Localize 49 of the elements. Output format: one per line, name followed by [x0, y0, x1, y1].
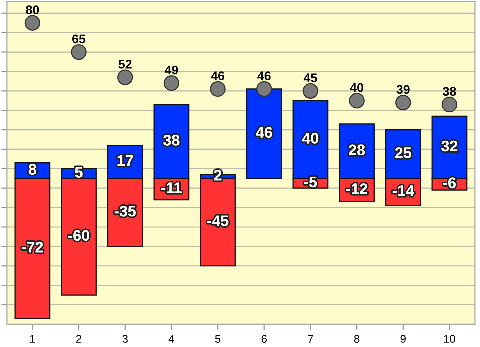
point	[442, 96, 458, 113]
data-label: -11	[162, 182, 182, 194]
point	[396, 94, 412, 111]
x-tick-label: 1	[30, 335, 36, 343]
data-label: -14	[392, 186, 414, 196]
data-label: 25	[395, 148, 412, 158]
point	[210, 81, 226, 98]
x-tick-label: 10	[444, 335, 456, 344]
data-label: 46	[211, 72, 225, 81]
point	[118, 70, 134, 86]
data-label: 45	[304, 74, 318, 82]
data-label: 46	[258, 72, 271, 81]
point	[302, 83, 319, 99]
x-tick-label: 7	[308, 335, 314, 343]
x-tick-label: 8	[354, 335, 360, 344]
data-label: 46	[256, 127, 272, 138]
data-label: 65	[72, 34, 86, 44]
data-label: 32	[442, 140, 458, 152]
data-label: -6	[444, 178, 456, 189]
data-label: 39	[396, 85, 410, 94]
data-label: 52	[118, 60, 132, 69]
x-tick-label: 9	[400, 335, 406, 344]
point	[256, 81, 272, 98]
data-label: 28	[349, 144, 366, 156]
data-label: 38	[164, 134, 180, 146]
x-tick-label: 6	[262, 335, 267, 344]
data-label: -35	[114, 206, 136, 217]
data-label: 80	[26, 6, 40, 14]
x-tick-label: 3	[122, 335, 128, 344]
data-label: -5	[304, 176, 318, 188]
data-label: -72	[22, 242, 44, 253]
x-tick-label: 5	[215, 335, 221, 344]
data-label: -45	[208, 216, 229, 226]
data-label: 40	[350, 83, 364, 92]
data-label: 5	[75, 167, 83, 178]
point	[24, 15, 41, 31]
data-label: -60	[68, 230, 90, 242]
x-tick-label: 4	[168, 335, 174, 343]
bar	[246, 88, 282, 180]
data-label: 40	[302, 133, 319, 144]
point	[71, 44, 87, 60]
point	[164, 76, 180, 92]
point	[349, 93, 365, 109]
data-label: 17	[118, 156, 134, 166]
data-label: 8	[28, 164, 36, 175]
data-label: -12	[346, 184, 368, 194]
data-label: 49	[164, 66, 178, 75]
x-tick-label: 2	[76, 335, 82, 343]
data-label: 38	[443, 87, 456, 96]
